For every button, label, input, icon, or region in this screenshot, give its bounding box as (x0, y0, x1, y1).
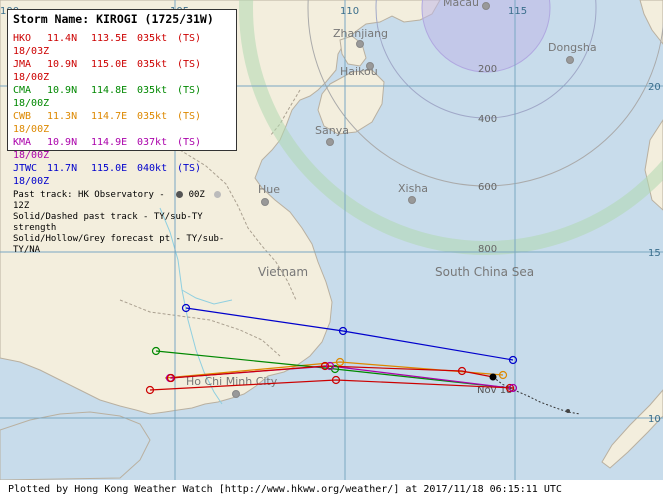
mekong-tributary (181, 289, 233, 305)
lat-label-20: 20 (648, 82, 661, 93)
gulf-of-thailand (0, 411, 151, 481)
past-track-point (566, 409, 570, 413)
range-rings (239, 0, 663, 255)
dot-00z-icon (176, 191, 184, 198)
agency-row-kma: KMA 10.9N 114.9E 037kt (TS) 18/00Z (13, 136, 231, 162)
place-dongsha: Dongsha (548, 41, 597, 54)
agency-name: JMA (13, 59, 32, 70)
mekong-river (159, 207, 223, 405)
agency-wind: 035kt (137, 33, 168, 44)
place-south-china-sea: South China Sea (435, 265, 534, 279)
agency-lon: 114.7E (91, 111, 128, 122)
place-hue: Hue (258, 183, 280, 196)
storm-legend: Storm Name: KIROGI (1725/31W) HKO 11.4N 11… (7, 9, 237, 255)
agency-time: 18/00Z (13, 72, 50, 83)
range-label-600: 600 (478, 182, 497, 193)
past-track (492, 376, 581, 415)
agency-cls: (TS) (177, 59, 202, 70)
land-taiwan (639, 0, 663, 45)
agency-lat: 11.3N (47, 111, 78, 122)
agency-lat: 11.4N (47, 33, 78, 44)
country-border (179, 149, 297, 301)
agency-time: 18/00Z (13, 98, 50, 109)
lon-label-115: 115 (508, 6, 527, 17)
land-palawan (601, 389, 663, 469)
agency-name: KMA (13, 137, 32, 148)
country-border (119, 299, 281, 357)
agency-name: CMA (13, 85, 32, 96)
agency-cls: (TS) (177, 33, 202, 44)
agency-wind: 035kt (137, 59, 168, 70)
agency-lon: 114.9E (91, 137, 128, 148)
lon-label-110: 110 (340, 6, 359, 17)
track-hko (170, 365, 494, 379)
agency-row-hko: HKO 11.4N 113.5E 035kt (TS) 18/03Z (13, 32, 231, 58)
agency-row-jma: JMA 10.9N 115.0E 035kt (TS) 18/00Z (13, 58, 231, 84)
track-jtwc (185, 307, 514, 361)
track-jma (149, 379, 514, 391)
place-haikou: Haikou (340, 65, 378, 78)
agency-rows: HKO 11.4N 113.5E 035kt (TS) 18/03Z JMA 10.9N 115… (13, 32, 231, 188)
agency-lon: 113.5E (91, 33, 128, 44)
track-cma (155, 350, 511, 389)
agency-time: 18/03Z (13, 46, 50, 57)
range-label-800: 800 (478, 244, 497, 255)
storm-title: Storm Name: KIROGI (1725/31W) (13, 12, 214, 26)
legend-00z: 00Z (188, 190, 205, 200)
agency-lat: 11.7N (47, 163, 78, 174)
agency-wind: 040kt (137, 163, 168, 174)
agency-lat: 10.9N (47, 137, 78, 148)
agency-cls: (TS) (177, 163, 202, 174)
place-labels: Macau Zhanjiang Haikou Dongsha Sanya Xis… (186, 0, 597, 396)
agency-row-jtwc: JTWC 11.7N 115.0E 040kt (TS) 18/00Z (13, 162, 231, 188)
place-markers (232, 2, 574, 398)
agency-name: CWB (13, 111, 32, 122)
agency-time: 18/00Z (13, 124, 50, 135)
agency-lat: 10.9N (47, 85, 78, 96)
agency-lon: 115.0E (91, 163, 128, 174)
legend-12z: 12Z (13, 201, 30, 211)
agency-row-cma: CMA 10.9N 114.8E 035kt (TS) 18/00Z (13, 84, 231, 110)
current-position-hko (489, 373, 497, 381)
forecast-tracks (149, 307, 514, 391)
agency-time: 18/00Z (13, 150, 50, 161)
forecast-points (145, 303, 518, 395)
date-label-nov18: Nov 18 (477, 385, 512, 396)
agency-wind: 035kt (137, 111, 168, 122)
place-zhanjiang: Zhanjiang (333, 27, 388, 40)
agency-row-cwb: CWB 11.3N 114.7E 035kt (TS) 18/00Z (13, 110, 231, 136)
agency-cls: (TS) (177, 137, 202, 148)
agency-lat: 10.9N (47, 59, 78, 70)
legend-past-track: Past track: HK Observatory - 00Z 12Z (13, 190, 231, 212)
place-macau: Macau (443, 0, 479, 9)
agency-cls: (TS) (177, 85, 202, 96)
place-xisha: Xisha (398, 182, 428, 195)
range-label-400: 400 (478, 114, 497, 125)
legend-line3: Solid/Hollow/Grey forecast pt - TY/sub-T… (13, 234, 225, 255)
lat-label-15: 15 (648, 248, 661, 259)
range-label-200: 200 (478, 64, 497, 75)
agency-time: 18/00Z (13, 176, 50, 187)
agency-cls: (TS) (177, 111, 202, 122)
lat-label-10: 10 (648, 414, 661, 425)
legend-past-track-label: Past track: HK Observatory - (13, 190, 165, 200)
agency-name: HKO (13, 33, 32, 44)
agency-wind: 037kt (137, 137, 168, 148)
agency-name: JTWC (13, 163, 38, 174)
agency-wind: 035kt (137, 85, 168, 96)
place-vietnam: Vietnam (258, 265, 308, 279)
footer-credit: Plotted by Hong Kong Weather Watch [http… (0, 480, 663, 500)
agency-lon: 115.0E (91, 59, 128, 70)
legend-line2: Solid/Dashed past track - TY/sub-TY stre… (13, 212, 203, 233)
dot-12z-icon (214, 191, 222, 198)
place-sanya: Sanya (315, 124, 349, 137)
agency-lon: 114.8E (91, 85, 128, 96)
